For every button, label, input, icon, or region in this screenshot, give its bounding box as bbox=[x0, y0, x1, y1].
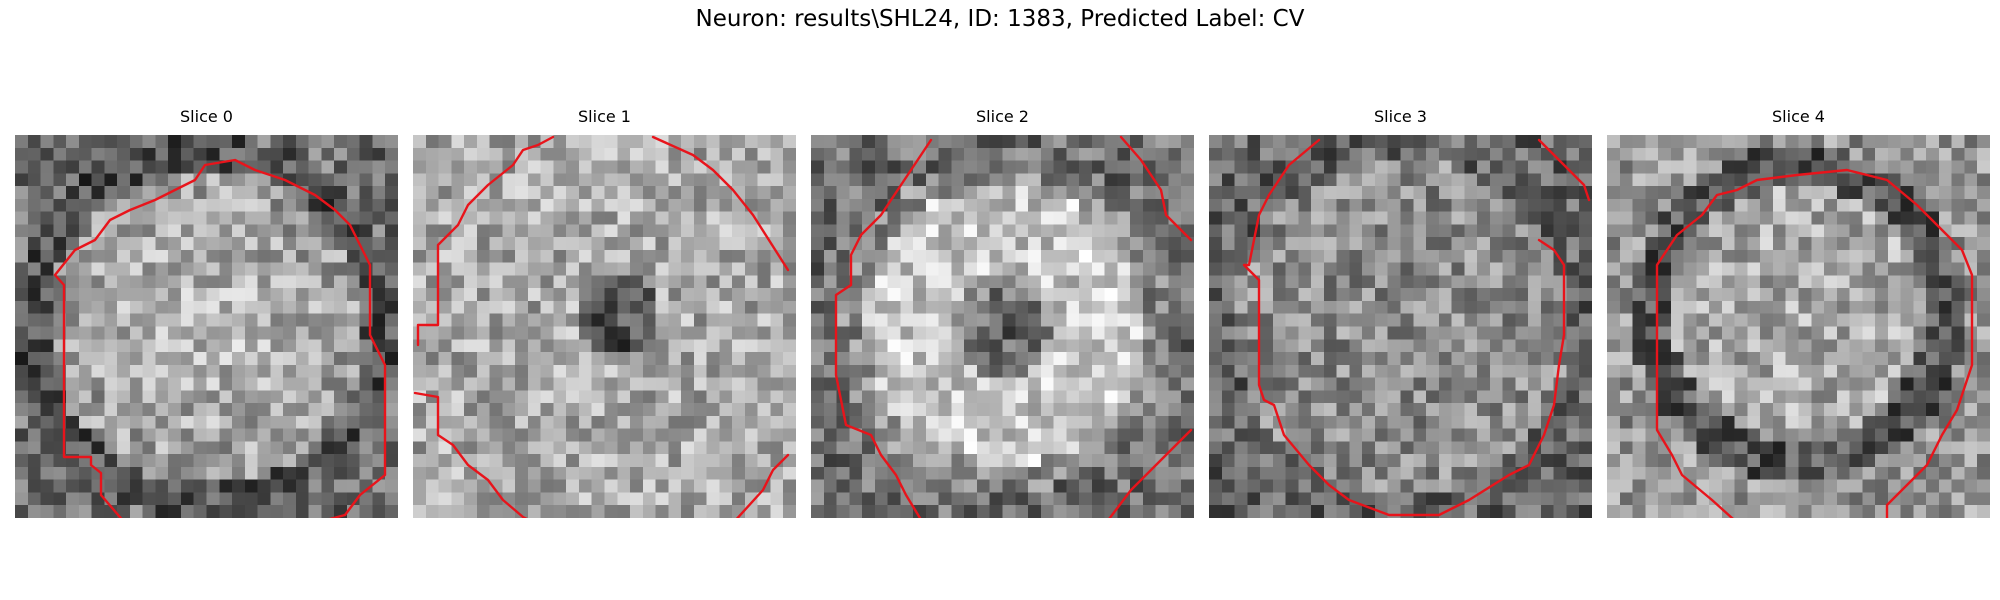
neuron-contour-2-br bbox=[1106, 430, 1191, 518]
neuron-contour-1-bottom bbox=[415, 393, 538, 518]
neuron-contour-1-right bbox=[653, 137, 788, 270]
neuron-contour-3 bbox=[1244, 140, 1564, 515]
neuron-contour-1-left bbox=[418, 137, 553, 345]
contour-overlay-0 bbox=[15, 135, 398, 518]
contour-overlay-1 bbox=[413, 135, 796, 518]
contour-overlay-4 bbox=[1607, 135, 1990, 518]
slice-title-3: Slice 3 bbox=[1209, 107, 1592, 126]
slice-panel-1: Slice 1 bbox=[413, 135, 796, 518]
slice-title-1: Slice 1 bbox=[413, 107, 796, 126]
contour-overlay-3 bbox=[1209, 135, 1592, 518]
neuron-contour-0 bbox=[55, 160, 385, 518]
slice-title-0: Slice 0 bbox=[15, 107, 398, 126]
slice-panel-2: Slice 2 bbox=[811, 135, 1194, 518]
slice-panel-0: Slice 0 bbox=[15, 135, 398, 518]
neuron-contour-2-left bbox=[836, 140, 931, 518]
slice-title-4: Slice 4 bbox=[1607, 107, 1990, 126]
slice-panel-3: Slice 3 bbox=[1209, 135, 1592, 518]
neuron-contour-2-tr bbox=[1121, 137, 1191, 240]
contour-overlay-2 bbox=[811, 135, 1194, 518]
slice-title-2: Slice 2 bbox=[811, 107, 1194, 126]
figure-title: Neuron: results\SHL24, ID: 1383, Predict… bbox=[0, 6, 2000, 32]
slice-panel-4: Slice 4 bbox=[1607, 135, 1990, 518]
neuron-contour-3-tr bbox=[1539, 140, 1589, 200]
neuron-contour-4 bbox=[1657, 170, 1972, 518]
neuron-contour-1-br bbox=[733, 455, 788, 518]
